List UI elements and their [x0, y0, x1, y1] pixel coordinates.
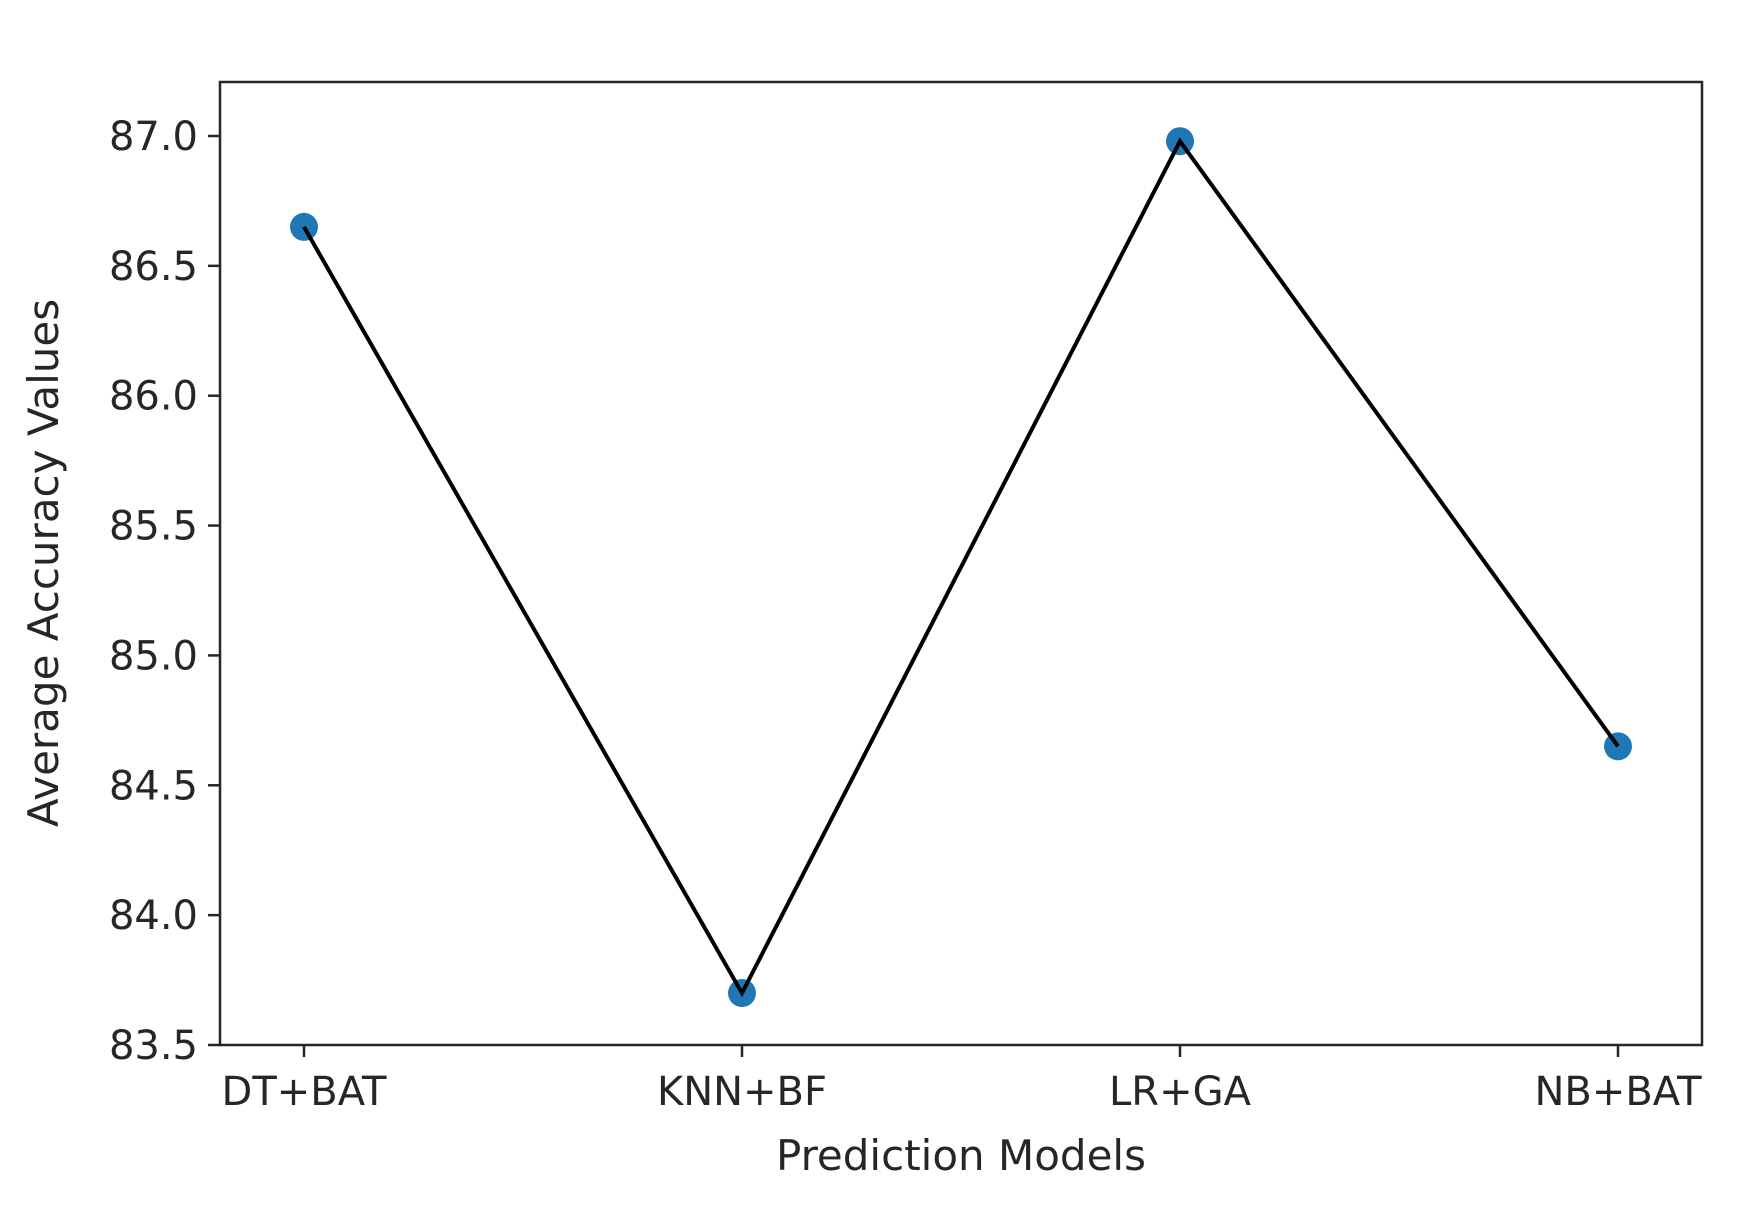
x-axis-title: Prediction Models — [776, 1131, 1146, 1180]
y-tick-label: 84.5 — [109, 763, 198, 809]
x-tick-label: LR+GA — [1109, 1069, 1252, 1115]
x-tick-label: NB+BAT — [1534, 1069, 1702, 1115]
y-tick-label: 86.5 — [109, 244, 198, 290]
y-axis: 83.5 84.0 84.5 85.0 85.5 86.0 86.5 87.0 — [109, 114, 220, 1069]
series-line — [302, 137, 1620, 998]
y-tick-label: 86.0 — [109, 374, 198, 420]
y-tick-label: 85.0 — [109, 633, 198, 679]
plot-area-frame — [218, 80, 1704, 1047]
x-tick-label: KNN+BF — [657, 1069, 827, 1115]
y-tick-label: 87.0 — [109, 114, 198, 160]
y-tick-label: 84.0 — [109, 893, 198, 939]
series-layer — [290, 127, 1632, 1008]
y-tick-label: 83.5 — [109, 1023, 198, 1069]
y-axis-title: Average Accuracy Values — [19, 299, 68, 827]
x-tick-label: DT+BAT — [222, 1069, 387, 1115]
y-tick-label: 85.5 — [109, 504, 198, 550]
x-axis: DT+BAT KNN+BF LR+GA NB+BAT — [222, 1045, 1702, 1115]
